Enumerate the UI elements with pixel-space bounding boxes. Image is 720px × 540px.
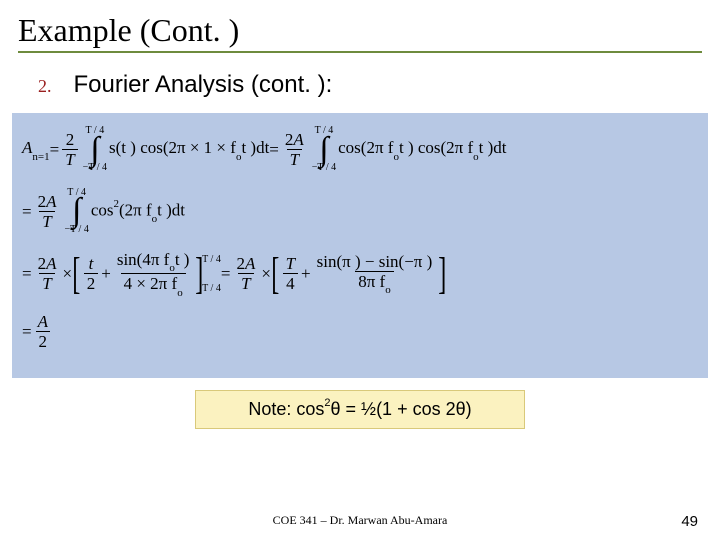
frac-den: 4 × 2π fo xyxy=(121,273,186,296)
frac-den: 4 xyxy=(283,273,298,292)
integral-2: T / 4 ∫ −T / 4 xyxy=(312,127,336,173)
frac-num: 2A xyxy=(35,255,60,273)
int-lower: −T / 4 xyxy=(312,164,336,173)
frac-num: 2A xyxy=(233,255,258,273)
list-number: 2. xyxy=(38,76,52,97)
integral-3: T / 4 ∫ −T / 4 xyxy=(64,189,88,235)
right-bracket-icon: ] xyxy=(196,256,204,291)
int-lower: −T / 4 xyxy=(83,164,107,173)
frac-t-over-2: t 2 xyxy=(84,255,99,292)
equals: = xyxy=(50,141,60,158)
frac-T-over-4: T 4 xyxy=(283,255,298,292)
frac-den: T xyxy=(42,274,51,293)
list-body: Fourier Analysis (cont. ): xyxy=(74,71,333,99)
frac-num: A xyxy=(38,312,48,331)
frac-num: sin(4π fot ) xyxy=(114,251,193,273)
frac-den: 8π fo xyxy=(355,271,394,294)
frac-num: 2 xyxy=(63,131,78,149)
frac-den: 2 xyxy=(84,273,99,292)
equation-row-2: = 2A T T / 4 ∫ −T / 4 cos2(2π fot )dt xyxy=(22,189,698,235)
frac-sin4pi: sin(4π fot ) 4 × 2π fo xyxy=(114,251,193,297)
frac-2A-over-T: 2A T xyxy=(233,255,258,292)
equation-row-3: = 2A T × [ t 2 + sin(4π fot ) 4 × 2π fo … xyxy=(22,251,698,297)
frac-A-over-2: A 2 xyxy=(35,313,51,350)
plus: + xyxy=(101,265,111,282)
frac-2A-over-T: 2A T xyxy=(35,193,60,230)
equation-row-1: An=1 = 2 T T / 4 ∫ −T / 4 s(t ) cos(2π ×… xyxy=(22,127,698,173)
list-region: 2. Fourier Analysis (cont. ): xyxy=(0,57,720,107)
left-bracket-icon: [ xyxy=(271,256,279,291)
int-lower: −T / 4 xyxy=(64,226,88,235)
lhs-A: An=1 xyxy=(22,139,50,160)
frac-den: 2 xyxy=(36,331,51,350)
note-box: Note: cos2θ = ½(1 + cos 2θ) xyxy=(195,390,525,429)
times: × xyxy=(62,265,72,282)
note-text: Note: cos2θ = ½(1 + cos 2θ) xyxy=(248,399,471,419)
frac-den: T xyxy=(290,150,299,169)
frac-num: 2A xyxy=(282,131,307,149)
integral-symbol: ∫ xyxy=(72,197,81,226)
equals: = xyxy=(221,265,231,282)
right-bracket-icon: ] xyxy=(439,256,447,291)
equals: = xyxy=(269,141,279,158)
frac-den: T xyxy=(65,150,74,169)
integral-symbol: ∫ xyxy=(90,136,99,165)
integral-symbol: ∫ xyxy=(319,136,328,165)
title-region: Example (Cont. ) xyxy=(0,0,720,57)
equation-row-4: = A 2 xyxy=(22,313,698,350)
frac-den: T xyxy=(241,274,250,293)
plus: + xyxy=(301,265,311,282)
equals: = xyxy=(22,203,32,220)
page-number: 49 xyxy=(681,513,698,530)
frac-2A-over-T: 2A T xyxy=(35,255,60,292)
frac-num: t xyxy=(89,254,94,273)
frac-num: sin(π ) − sin(−π ) xyxy=(314,253,436,271)
title-underline xyxy=(18,51,702,53)
list-item: 2. Fourier Analysis (cont. ): xyxy=(38,71,702,99)
integral-1: T / 4 ∫ −T / 4 xyxy=(83,127,107,173)
bracket-limits: T / 4 T / 4 xyxy=(202,254,221,294)
integrand-1: s(t ) cos(2π × 1 × fot )dt xyxy=(109,139,269,160)
integrand-3: cos2(2π fot )dt xyxy=(91,201,185,223)
frac-2-over-T: 2 T xyxy=(62,131,77,168)
equation-panel: An=1 = 2 T T / 4 ∫ −T / 4 s(t ) cos(2π ×… xyxy=(12,113,708,378)
frac-2A-over-T: 2A T xyxy=(282,131,307,168)
times: × xyxy=(261,265,271,282)
bracket-upper: T / 4 xyxy=(202,254,221,265)
frac-sinpi: sin(π ) − sin(−π ) 8π fo xyxy=(314,253,436,294)
lhs-sub: n=1 xyxy=(32,151,49,163)
bracket-lower: T / 4 xyxy=(202,283,221,294)
footer-text: COE 341 – Dr. Marwan Abu-Amara xyxy=(0,513,720,528)
integrand-2: cos(2π fot ) cos(2π fot )dt xyxy=(338,139,506,160)
frac-num: T xyxy=(286,254,295,273)
frac-den: T xyxy=(42,212,51,231)
slide-title: Example (Cont. ) xyxy=(18,12,702,49)
equals: = xyxy=(22,265,32,282)
equals: = xyxy=(22,323,32,340)
frac-num: 2A xyxy=(35,193,60,211)
left-bracket-icon: [ xyxy=(72,256,80,291)
